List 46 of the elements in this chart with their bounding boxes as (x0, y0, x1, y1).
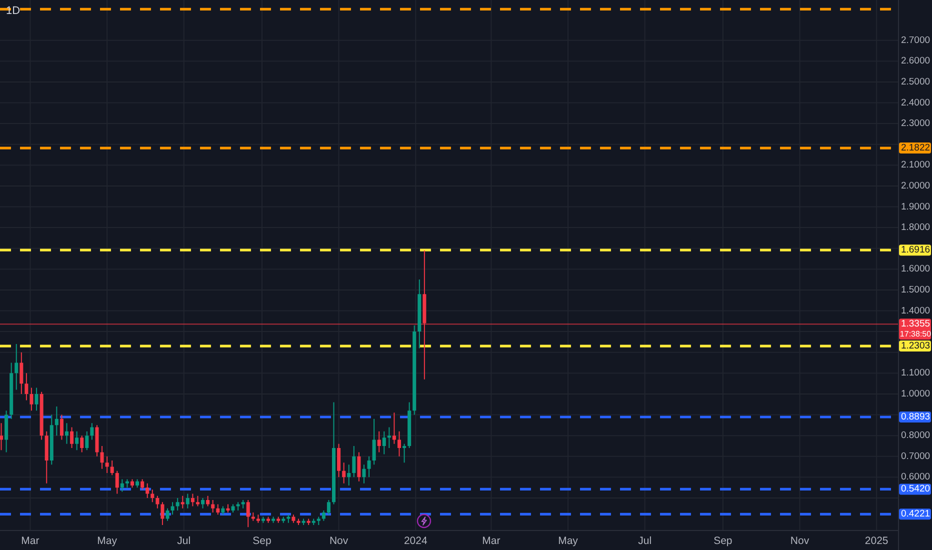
candlestick (251, 512, 255, 521)
y-tick-label: 1.6000 (900, 264, 930, 275)
y-tick-label: 2.6000 (900, 56, 930, 67)
x-tick-label: Sep (714, 535, 732, 547)
candlestick (236, 502, 240, 510)
y-tick-label: 1.0000 (900, 388, 930, 400)
y-tick-label: 0.7000 (900, 450, 930, 462)
ref-line-label: 2.1822 (900, 142, 930, 154)
y-tick-label: 1.1000 (900, 368, 930, 379)
candlestick (286, 514, 290, 523)
ref-line-label: 0.5420 (900, 484, 930, 495)
y-tick-label: 1.5000 (900, 284, 930, 296)
x-tick-label: Sep (252, 535, 272, 547)
x-tick-label: Jul (638, 535, 652, 547)
candlestick (166, 508, 170, 521)
y-tick-label: 2.7000 (900, 34, 930, 46)
y-tick-label: 2.4000 (900, 97, 930, 108)
ref-line-label: 1.3355 (900, 318, 930, 330)
y-tick-label: 0.6000 (900, 472, 930, 483)
x-tick-label: Mar (21, 535, 40, 547)
x-tick-label: May (97, 535, 118, 547)
y-tick-label: 1.9000 (900, 201, 930, 212)
candlestick (0, 423, 4, 450)
ref-line-label: 0.4221 (900, 508, 930, 520)
ref-line-label: 1.2303 (900, 340, 930, 352)
y-tick-label: 1.4000 (900, 305, 930, 316)
x-tick-label: Nov (329, 535, 349, 547)
x-tick-label: Jul (177, 535, 191, 547)
candlestick (387, 427, 391, 448)
x-tick-label: Nov (790, 535, 810, 547)
y-tick-label: 1.8000 (900, 222, 930, 234)
x-tick-label: Mar (482, 535, 501, 547)
ref-line-label: 0.8893 (900, 411, 930, 422)
ref-line-label: 1.6916 (900, 244, 930, 256)
candlestick (402, 444, 406, 463)
x-tick-label: 2025 (864, 535, 888, 547)
y-tick-label: 2.1000 (900, 160, 930, 171)
candlestick (392, 412, 396, 444)
y-tick-label: 2.3000 (900, 118, 930, 130)
text: 17:38:50 (900, 330, 932, 339)
y-tick-label: 2.0000 (900, 180, 930, 192)
y-tick-label: 0.8000 (900, 430, 930, 442)
x-tick-label: May (558, 535, 579, 547)
chart-title: 1D (6, 5, 20, 17)
x-tick-label: 2024 (404, 535, 428, 547)
y-tick-label: 2.5000 (900, 76, 930, 88)
